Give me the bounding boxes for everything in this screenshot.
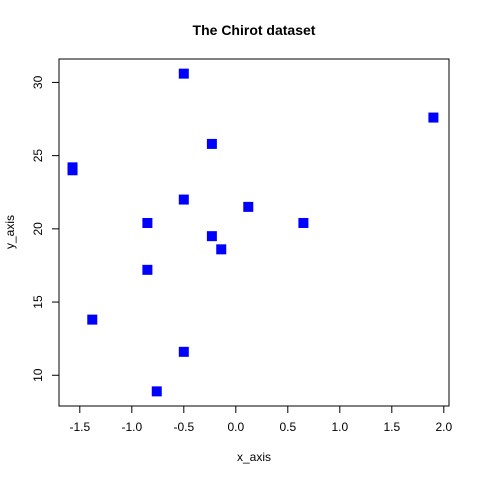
y-axis: 10 15 20 25 30 xyxy=(31,75,60,382)
x-axis: -1.5 -1.0 -0.5 0.0 0.5 1.0 1.5 2.0 xyxy=(69,405,452,434)
x-tick-label: 1.5 xyxy=(383,420,400,434)
x-tick-label: 1.0 xyxy=(331,420,348,434)
x-tick-label: -1.5 xyxy=(69,420,90,434)
y-tick-label: 25 xyxy=(31,149,45,163)
x-axis-label: x_axis xyxy=(237,450,271,464)
y-tick-label: 15 xyxy=(31,295,45,309)
x-tick-label: 0.0 xyxy=(227,420,244,434)
data-point xyxy=(298,217,309,228)
x-tick-label: -1.0 xyxy=(121,420,142,434)
data-point xyxy=(142,217,153,228)
x-tick-label: 2.0 xyxy=(435,420,452,434)
y-tick-label: 30 xyxy=(31,75,45,89)
y-tick-label: 20 xyxy=(31,222,45,236)
y-tick-label: 10 xyxy=(31,368,45,382)
data-point xyxy=(67,165,78,176)
data-point xyxy=(142,264,153,275)
data-point xyxy=(206,138,217,149)
data-point xyxy=(178,68,189,79)
x-tick-label: -0.5 xyxy=(173,420,194,434)
data-point xyxy=(243,201,254,212)
chart-title: The Chirot dataset xyxy=(193,22,316,38)
plot-frame xyxy=(58,58,450,407)
data-point xyxy=(178,346,189,357)
data-point xyxy=(87,314,98,325)
data-point xyxy=(216,244,227,255)
data-point xyxy=(428,112,439,123)
x-tick-label: 0.5 xyxy=(279,420,296,434)
data-point xyxy=(178,194,189,205)
y-axis-label: y_axis xyxy=(3,215,17,249)
data-points xyxy=(67,68,439,397)
data-point xyxy=(206,231,217,242)
data-point xyxy=(151,386,162,397)
